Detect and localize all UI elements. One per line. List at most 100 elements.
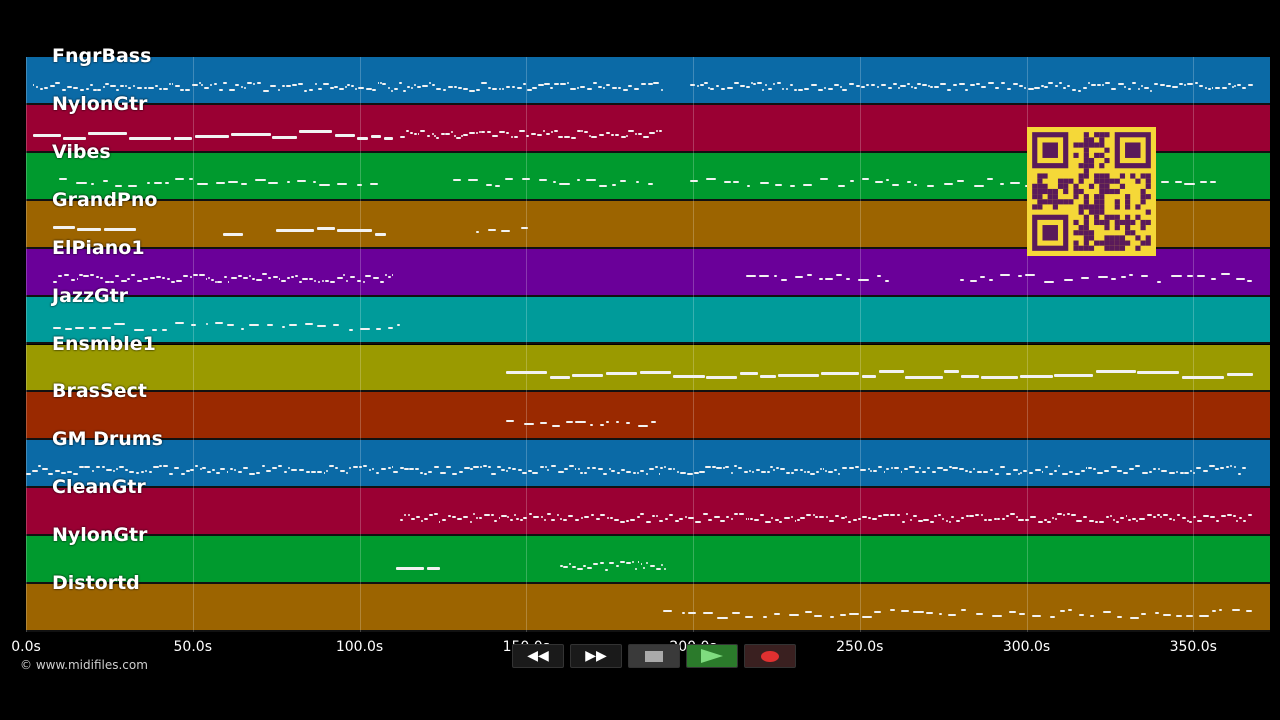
rewind-button[interactable]: ◀◀ <box>512 644 564 668</box>
midi-note <box>204 87 209 90</box>
midi-note <box>424 518 428 521</box>
qr-module <box>1104 147 1110 153</box>
midi-note <box>744 470 749 473</box>
record-button[interactable] <box>744 644 796 668</box>
midi-note <box>388 87 391 90</box>
midi-note <box>659 130 662 133</box>
midi-note <box>710 87 714 90</box>
midi-note <box>655 130 658 133</box>
midi-note <box>1010 181 1021 184</box>
midi-note <box>1148 470 1152 473</box>
midi-note <box>510 519 514 522</box>
midi-note <box>981 86 987 89</box>
qr-module <box>1114 219 1120 226</box>
midi-note <box>1049 472 1053 475</box>
midi-note <box>941 518 945 521</box>
midi-note <box>390 89 394 92</box>
midi-note <box>358 466 363 469</box>
midi-note <box>829 519 835 522</box>
qr-module <box>1130 230 1136 236</box>
midi-note <box>638 561 640 564</box>
midi-note <box>828 471 833 474</box>
midi-note <box>983 470 988 473</box>
midi-note <box>703 612 713 615</box>
midi-note <box>991 614 1002 617</box>
midi-note <box>646 472 648 475</box>
midi-note <box>229 89 235 92</box>
midi-note <box>299 281 302 284</box>
midi-note <box>299 129 333 133</box>
midi-note <box>1081 470 1085 473</box>
midi-note <box>478 130 481 133</box>
stop-button[interactable] <box>628 644 680 668</box>
midi-note <box>407 85 410 88</box>
midi-note <box>1103 610 1111 613</box>
midi-note <box>57 275 63 278</box>
midi-note <box>411 517 416 520</box>
midi-note <box>655 466 658 469</box>
midi-note <box>190 276 193 279</box>
qr-module <box>1104 173 1110 179</box>
play-button[interactable] <box>686 644 738 668</box>
midi-note <box>567 81 570 84</box>
midi-note <box>664 466 667 469</box>
midi-note <box>884 280 890 283</box>
track-label: FngrBass <box>52 45 152 67</box>
midi-note <box>174 466 180 469</box>
midi-note <box>506 370 547 374</box>
midi-note <box>568 465 575 468</box>
midi-note <box>155 84 158 87</box>
midi-note <box>504 178 514 181</box>
midi-note <box>114 274 120 277</box>
midi-note <box>862 516 867 519</box>
midi-note <box>184 88 191 91</box>
midi-note <box>162 465 168 468</box>
midi-note <box>488 228 497 231</box>
midi-note <box>78 274 84 277</box>
midi-note <box>1212 609 1217 612</box>
midi-note <box>52 326 62 329</box>
midi-note <box>819 277 823 280</box>
midi-note <box>278 465 283 468</box>
midi-note <box>891 467 893 470</box>
midi-note <box>431 83 435 86</box>
midi-note <box>436 136 439 139</box>
midi-note <box>760 470 767 473</box>
midi-note <box>1131 81 1137 84</box>
midi-note <box>626 561 631 564</box>
midi-note <box>867 517 871 520</box>
midi-note <box>1134 465 1141 468</box>
midi-note <box>283 471 287 474</box>
midi-note <box>893 467 899 470</box>
qr-module <box>1104 183 1110 189</box>
qr-module <box>1135 235 1141 241</box>
midi-note <box>810 83 817 86</box>
qr-module <box>1114 199 1120 205</box>
midi-note <box>943 183 954 186</box>
midi-note <box>1234 84 1236 87</box>
qr-module <box>1109 188 1115 195</box>
midi-note <box>316 324 327 327</box>
midi-note <box>988 518 992 521</box>
midi-note <box>76 277 79 280</box>
midi-note <box>528 469 532 472</box>
qr-module <box>1099 142 1105 148</box>
qr-module <box>1104 225 1110 231</box>
midi-note <box>316 227 336 231</box>
midi-note <box>661 563 663 566</box>
qr-module <box>1088 235 1095 241</box>
midi-note <box>1097 471 1103 474</box>
midi-note <box>116 89 120 92</box>
midi-note <box>1178 83 1184 86</box>
midi-note <box>606 516 609 519</box>
midi-note <box>501 515 507 518</box>
midi-note <box>427 567 440 571</box>
midi-note <box>544 465 547 468</box>
midi-note <box>590 424 594 427</box>
fast-forward-button[interactable]: ▶▶ <box>570 644 622 668</box>
midi-note <box>52 280 57 283</box>
midi-note <box>115 185 123 188</box>
midi-note <box>1096 83 1101 86</box>
midi-note <box>633 471 636 474</box>
midi-note <box>1202 470 1208 473</box>
